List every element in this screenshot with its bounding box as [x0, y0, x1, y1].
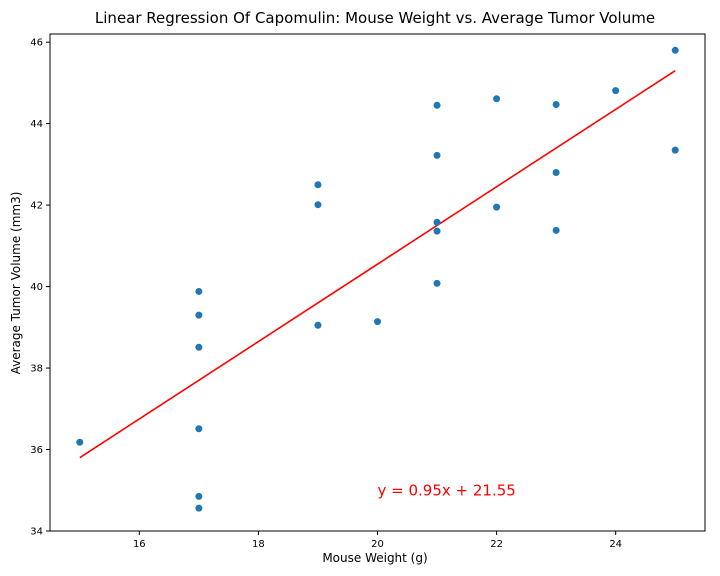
scatter-point — [195, 311, 203, 319]
x-axis-ticks: 16 18 20 22 24 — [133, 531, 622, 550]
x-tick-label: 22 — [490, 539, 503, 550]
scatter-point — [76, 438, 84, 446]
scatter-point — [552, 169, 560, 177]
scatter-point — [195, 504, 203, 512]
scatter-point — [195, 343, 203, 351]
scatter-point — [314, 201, 322, 209]
chart-title: Linear Regression Of Capomulin: Mouse We… — [95, 9, 655, 27]
y-tick-label: 40 — [30, 282, 43, 293]
scatter-point — [433, 151, 441, 159]
scatter-point — [493, 95, 501, 103]
x-tick-label: 18 — [252, 539, 265, 550]
scatter-point — [195, 425, 203, 433]
regression-equation: y = 0.95x + 21.55 — [378, 481, 516, 499]
scatter-point — [552, 226, 560, 234]
scatter-point — [433, 101, 441, 109]
x-axis-label: Mouse Weight (g) — [322, 551, 427, 565]
y-tick-label: 34 — [30, 527, 43, 538]
x-tick-label: 24 — [609, 539, 622, 550]
y-tick-label: 46 — [30, 38, 43, 49]
y-tick-label: 44 — [30, 119, 43, 130]
regression-line — [79, 69, 676, 459]
y-axis-label: Average Tumor Volume (mm3) — [9, 192, 23, 375]
x-tick-label: 16 — [133, 539, 146, 550]
scatter-point — [433, 227, 441, 235]
y-tick-label: 36 — [30, 445, 43, 456]
scatter-point — [195, 287, 203, 295]
scatter-point — [671, 146, 679, 154]
scatter-point — [314, 321, 322, 329]
y-tick-label: 38 — [30, 364, 43, 375]
data-points — [76, 46, 679, 512]
scatter-point — [314, 181, 322, 189]
y-axis-ticks: 34 36 38 40 42 44 46 — [30, 38, 50, 538]
scatter-point — [493, 203, 501, 211]
scatter-point — [671, 46, 679, 54]
y-tick-label: 42 — [30, 201, 43, 212]
plot-area — [49, 33, 706, 532]
scatter-point — [552, 100, 560, 108]
scatter-point — [612, 87, 620, 95]
scatter-point — [433, 218, 441, 226]
scatter-point — [195, 492, 203, 500]
scatter-point — [374, 318, 381, 326]
scatter-point — [433, 279, 441, 287]
x-tick-label: 20 — [371, 539, 384, 550]
